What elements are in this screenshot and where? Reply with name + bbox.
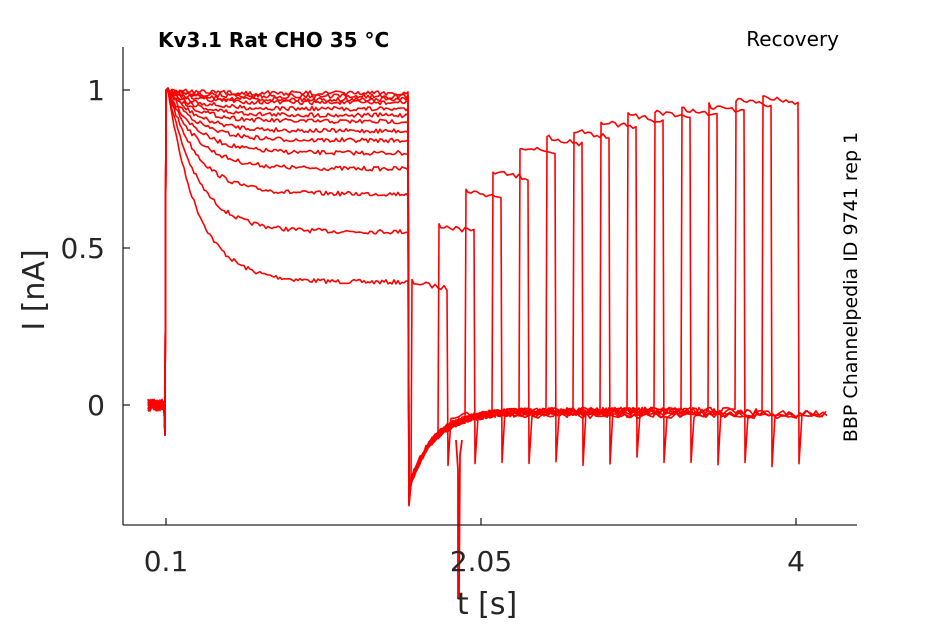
current-trace-6 bbox=[147, 87, 663, 507]
current-trace-7 bbox=[147, 88, 690, 495]
x-tick-label: 0.1 bbox=[144, 545, 189, 578]
axes bbox=[122, 47, 857, 526]
x-tick-label: 2.05 bbox=[450, 545, 512, 578]
current-trace-1 bbox=[147, 89, 528, 496]
current-trace-11 bbox=[147, 89, 798, 506]
y-tick-label: 0 bbox=[87, 389, 105, 422]
current-traces bbox=[147, 87, 828, 599]
y-tick-label: 0.5 bbox=[60, 232, 105, 265]
source-id-label: BBP Channelpedia ID 9741 rep 1 bbox=[840, 132, 862, 442]
current-trace-10 bbox=[147, 87, 771, 502]
x-tick-label: 4 bbox=[787, 545, 805, 578]
current-trace-4 bbox=[147, 89, 609, 504]
current-trace-12 bbox=[147, 89, 825, 497]
chart-title: Kv3.1 Rat CHO 35 °C bbox=[158, 28, 389, 52]
current-trace-3 bbox=[147, 89, 582, 506]
y-tick-label: 1 bbox=[87, 74, 105, 107]
current-trace-2 bbox=[147, 89, 555, 501]
current-trace-14 bbox=[147, 88, 827, 499]
artifact-spike bbox=[455, 439, 463, 599]
x-axis-label: t [s] bbox=[457, 587, 517, 622]
current-trace-5 bbox=[147, 88, 636, 499]
current-trace-13 bbox=[147, 88, 828, 495]
y-axis-label: I [nA] bbox=[17, 249, 52, 330]
protocol-label: Recovery bbox=[746, 27, 839, 51]
